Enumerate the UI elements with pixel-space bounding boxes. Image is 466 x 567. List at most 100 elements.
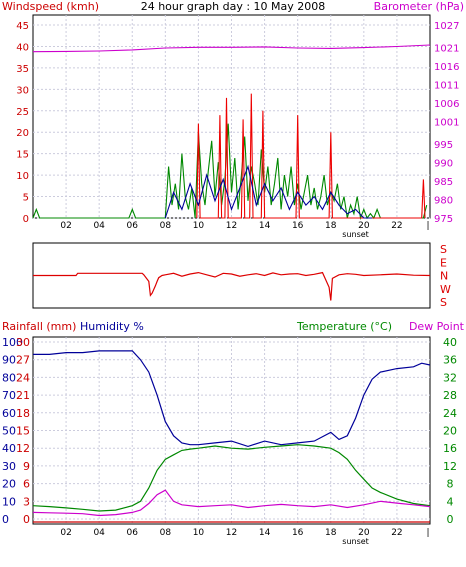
temp-x-tick-label: 12 (226, 528, 237, 538)
rain-tick-label: 6 (23, 478, 30, 491)
baro-tick-label: 1006 (434, 99, 459, 110)
wind-x-tick-label: 20 (358, 221, 370, 231)
baro-tick-label: 995 (434, 140, 453, 151)
wind-axis-title: Windspeed (kmh) (2, 0, 99, 13)
wind-tick-label: 35 (16, 64, 29, 75)
rain-tick-label: 30 (16, 336, 30, 349)
series-humidity (33, 350, 431, 448)
temp-tick-label: 32 (443, 371, 457, 384)
rain-tick-label: 3 (23, 495, 30, 508)
direction-tick-label: N (440, 270, 448, 283)
temp-tick-label: 40 (443, 336, 457, 349)
temp-x-tick-label: 02 (60, 528, 71, 538)
wind-tick-label: 15 (16, 150, 29, 161)
baro-tick-label: 975 (434, 214, 453, 225)
humidity-tick-label: 40 (2, 442, 16, 455)
baro-tick-label: 1016 (434, 62, 459, 73)
temp-tick-label: 24 (443, 407, 457, 420)
rain-tick-label: 0 (23, 513, 30, 526)
rain-axis-title: Rainfall (mm) (2, 320, 76, 333)
rain-tick-label: 18 (16, 407, 30, 420)
temp-tick-label: 16 (443, 442, 457, 455)
humidity-tick-label: 10 (2, 495, 16, 508)
baro-tick-label: 1011 (434, 80, 459, 91)
temp-tick-label: 20 (443, 425, 457, 438)
series-dew-point (32, 489, 431, 517)
humidity-tick-label: 90 (2, 354, 16, 367)
wind-x-tick-label: 12 (226, 221, 237, 231)
wind-tick-label: 45 (16, 21, 29, 32)
temp-x-end-tick: | (426, 528, 429, 538)
wind-tick-label: 5 (23, 193, 29, 204)
series-temperature (32, 444, 431, 512)
wind-x-tick-label: 18 (325, 221, 337, 231)
temp-tick-label: 8 (447, 478, 454, 491)
series-average-wind (164, 164, 373, 219)
humidity-tick-label: 100 (2, 336, 23, 349)
rain-tick-label: 21 (16, 389, 30, 402)
rain-tick-label: 9 (23, 460, 30, 473)
temp-tick-label: 36 (443, 354, 457, 367)
baro-tick-label: 1027 (434, 21, 459, 32)
humidity-tick-label: 50 (2, 425, 16, 438)
wind-x-tick-label: 10 (193, 221, 205, 231)
wind-x-tick-label: 04 (93, 221, 105, 231)
humidity-tick-label: 0 (2, 513, 9, 526)
temperature-axis-title: Temperature (°C) (296, 320, 392, 333)
wind-tick-label: 10 (16, 171, 29, 182)
baro-axis-title: Barometer (hPa) (374, 0, 464, 13)
baro-tick-label: 985 (434, 177, 453, 188)
rain-tick-label: 27 (16, 354, 30, 367)
direction-tick-label: S (440, 243, 447, 256)
temp-x-tick-label: 20 (358, 528, 370, 538)
dewpoint-axis-title: Dew Point (409, 320, 465, 333)
rain-tick-label: 12 (16, 442, 30, 455)
temp-tick-label: 4 (447, 495, 454, 508)
wind-tick-label: 40 (16, 42, 29, 53)
temp-x-tick-label: 04 (93, 528, 105, 538)
humidity-axis-title: Humidity % (80, 320, 144, 333)
temp-sunset-label: sunset (342, 537, 369, 546)
direction-tick-label: S (440, 296, 447, 309)
wind-tick-label: 25 (16, 107, 29, 118)
temp-x-tick-label: 22 (391, 528, 402, 538)
humidity-tick-label: 30 (2, 460, 16, 473)
temp-tick-label: 12 (443, 460, 457, 473)
baro-tick-label: 980 (434, 195, 453, 206)
temp-x-tick-label: 18 (325, 528, 337, 538)
temp-x-tick-label: 08 (160, 528, 172, 538)
wind-tick-label: 30 (16, 85, 29, 96)
wind-sunset-label: sunset (342, 230, 369, 239)
temp-x-tick-label: 14 (259, 528, 271, 538)
wind-x-tick-label: 16 (292, 221, 304, 231)
series-barometer (32, 44, 431, 53)
wind-tick-label: 0 (23, 214, 29, 225)
baro-tick-label: 1001 (434, 118, 459, 129)
rain-tick-label: 15 (16, 425, 30, 438)
wind-x-tick-label: 22 (391, 221, 402, 231)
baro-tick-label: 1021 (434, 43, 459, 54)
rain-tick-label: 24 (16, 371, 30, 384)
series-wind-direction (33, 271, 431, 301)
wind-tick-label: 20 (16, 128, 29, 139)
temp-x-tick-label: 16 (292, 528, 304, 538)
temp-x-tick-label: 10 (193, 528, 205, 538)
wind-x-tick-label: 02 (60, 221, 71, 231)
baro-tick-label: 990 (434, 158, 453, 169)
chart-title: 24 hour graph day : 10 May 2008 (141, 0, 326, 13)
humidity-tick-label: 70 (2, 389, 16, 402)
direction-tick-label: E (440, 256, 447, 269)
direction-tick-label: W (440, 283, 451, 296)
temp-tick-label: 28 (443, 389, 457, 402)
humidity-tick-label: 20 (2, 478, 16, 491)
temp-tick-label: 0 (447, 513, 454, 526)
wind-x-tick-label: 06 (127, 221, 139, 231)
wind-x-tick-label: 14 (259, 221, 271, 231)
humidity-tick-label: 60 (2, 407, 16, 420)
series-gust (196, 93, 426, 219)
wind-x-end-tick: | (426, 221, 429, 231)
wind-x-tick-label: 08 (160, 221, 172, 231)
humidity-tick-label: 80 (2, 371, 16, 384)
temp-x-tick-label: 06 (127, 528, 139, 538)
